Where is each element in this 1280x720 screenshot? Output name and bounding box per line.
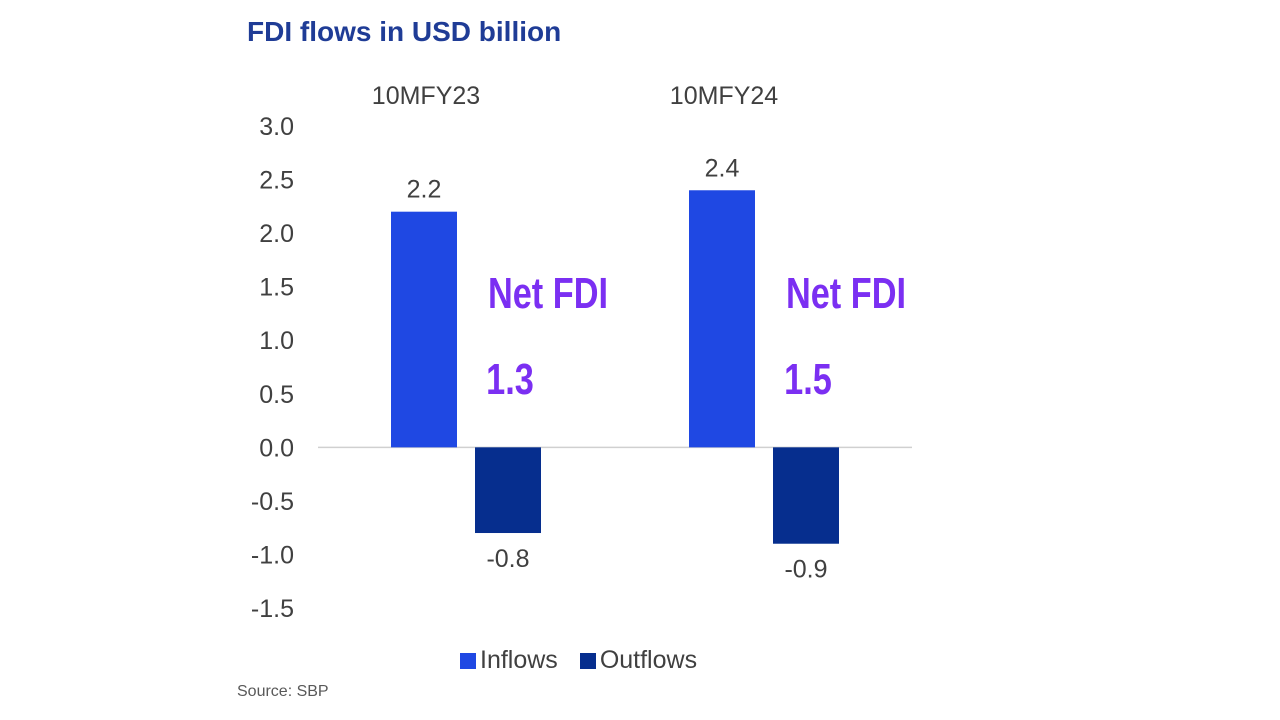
legend-swatch-outflows (579, 652, 596, 669)
y-tick-label: 1.0 (259, 327, 294, 355)
net-fdi-value: 1.3 (486, 355, 534, 404)
y-tick-label: 2.5 (259, 167, 294, 195)
data-label: 2.4 (705, 154, 740, 182)
data-label: -0.9 (784, 556, 827, 584)
y-tick-label: 0.0 (259, 434, 294, 462)
category-label: 10MFY24 (670, 82, 778, 110)
net-fdi-label: Net FDI (488, 269, 608, 318)
bar-outflows (475, 447, 541, 534)
y-tick-label: -1.5 (251, 595, 294, 623)
y-tick-label: 0.5 (259, 381, 294, 409)
legend: Inflows Outflows (460, 646, 697, 675)
net-fdi-label: Net FDI (786, 269, 906, 318)
legend-label-inflows: Inflows (480, 646, 558, 674)
chart-title: FDI flows in USD billion (247, 16, 562, 47)
y-tick-label: 3.0 (259, 113, 294, 141)
legend-item-outflows: Outflows (579, 646, 698, 675)
legend-item-inflows: Inflows (460, 646, 558, 675)
legend-label-outflows: Outflows (599, 646, 698, 674)
category-label: 10MFY23 (372, 82, 480, 110)
data-label: -0.8 (486, 545, 529, 573)
y-tick-label: -0.5 (251, 488, 294, 516)
y-tick-label: -1.0 (251, 541, 294, 569)
bar-inflows (391, 211, 457, 448)
net-fdi-value: 1.5 (784, 355, 832, 404)
legend-swatch-inflows (460, 652, 476, 669)
y-tick-label: 2.0 (259, 220, 294, 248)
y-tick-label: 1.5 (259, 274, 294, 302)
bar-inflows (689, 190, 755, 448)
bar-outflows (773, 447, 839, 544)
source-note: Source: SBP (237, 683, 329, 700)
data-label: 2.2 (407, 176, 442, 204)
